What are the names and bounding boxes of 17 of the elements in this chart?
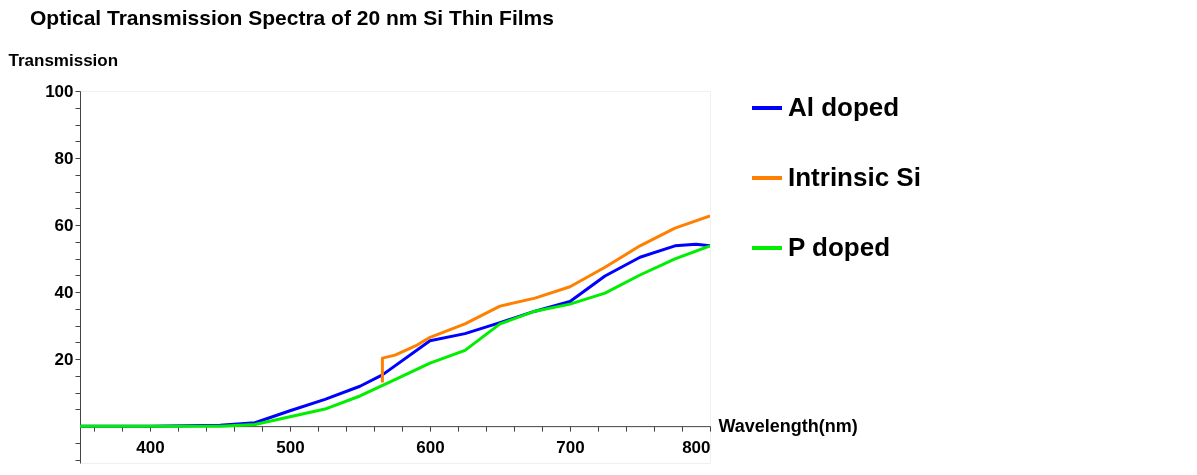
- x-tick-label: 600: [416, 437, 445, 457]
- x-axis-title: Wavelength(nm): [718, 415, 858, 436]
- y-tick-label: 100: [45, 81, 74, 101]
- x-tick-label: 400: [136, 437, 165, 457]
- y-tick-label: 60: [54, 215, 74, 235]
- y-axis-title: Transmission: [8, 50, 119, 70]
- y-tick-label: 40: [54, 282, 74, 302]
- line-series: [380, 214, 710, 385]
- x-tick-label: 800: [682, 437, 711, 457]
- x-tick-label: 700: [556, 437, 585, 457]
- y-tick-label: 80: [54, 148, 74, 168]
- x-tick-label: 500: [276, 437, 305, 457]
- legend-label: P doped: [788, 232, 891, 262]
- legend-label: Al doped: [788, 92, 900, 122]
- y-tick-label: 20: [54, 349, 74, 369]
- chart-title: Optical Transmission Spectra of 20 nm Si Thin Films: [30, 6, 554, 29]
- legend-label: Intrinsic Si: [788, 162, 921, 192]
